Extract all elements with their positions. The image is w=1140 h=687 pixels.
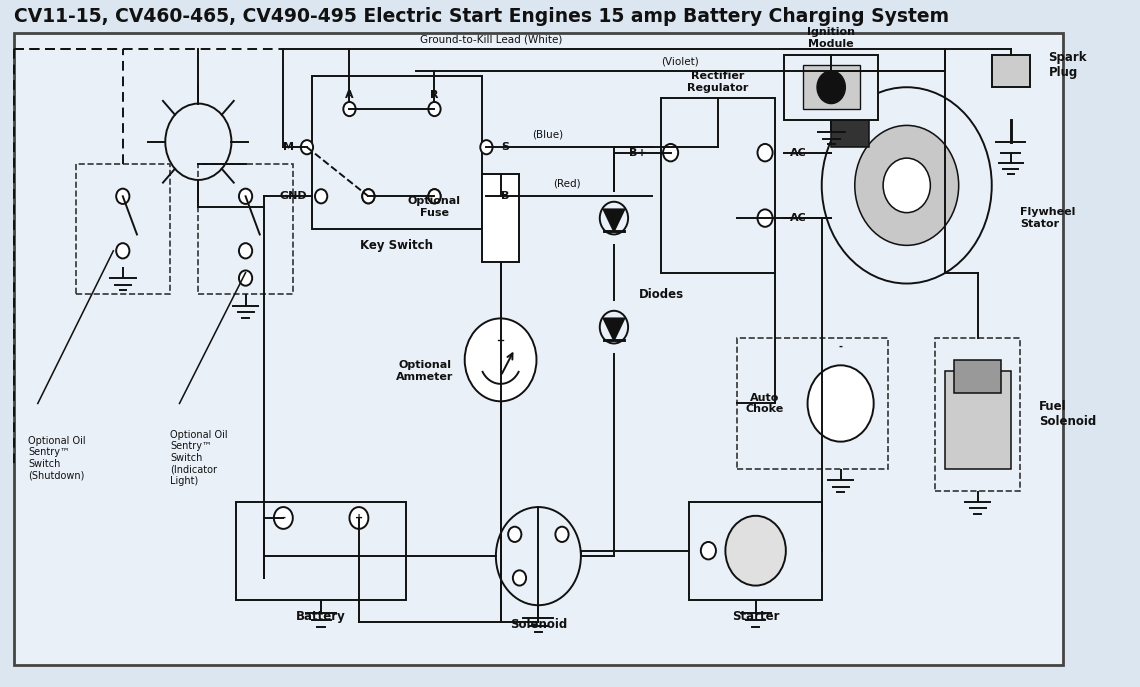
Circle shape — [165, 104, 231, 180]
Bar — [803, 65, 860, 109]
Bar — [831, 115, 869, 147]
Circle shape — [508, 527, 521, 542]
Circle shape — [429, 102, 441, 116]
Circle shape — [855, 126, 959, 245]
Circle shape — [363, 189, 375, 203]
Text: Diodes: Diodes — [638, 288, 684, 301]
Text: Key Switch: Key Switch — [360, 239, 433, 252]
Text: Solenoid: Solenoid — [510, 618, 567, 631]
Circle shape — [884, 158, 930, 213]
Text: (Red): (Red) — [553, 178, 580, 188]
Text: R: R — [430, 90, 439, 100]
Text: M: M — [283, 142, 294, 153]
Circle shape — [429, 189, 441, 203]
Circle shape — [239, 189, 252, 204]
Bar — [690, 502, 822, 600]
Circle shape — [301, 140, 314, 155]
Circle shape — [725, 516, 785, 585]
Text: Spark
Plug: Spark Plug — [1049, 52, 1086, 80]
Circle shape — [116, 189, 130, 204]
Text: Rectifier
Regulator: Rectifier Regulator — [687, 71, 749, 93]
Circle shape — [363, 189, 375, 203]
Bar — [236, 502, 406, 600]
Circle shape — [480, 140, 492, 155]
Bar — [945, 371, 1011, 469]
Circle shape — [701, 542, 716, 559]
Bar — [954, 360, 1001, 392]
Text: CV11-15, CV460-465, CV490-495 Electric Start Engines 15 amp Battery Charging Sys: CV11-15, CV460-465, CV490-495 Electric S… — [14, 7, 950, 26]
Circle shape — [757, 144, 773, 161]
Text: B: B — [502, 191, 510, 201]
Polygon shape — [603, 210, 625, 232]
Text: -: - — [282, 513, 285, 523]
Bar — [992, 54, 1029, 87]
Circle shape — [555, 527, 569, 542]
Circle shape — [807, 365, 873, 442]
Text: AC: AC — [790, 148, 806, 158]
Text: Auto
Choke: Auto Choke — [746, 393, 784, 414]
Text: Optional Oil
Sentry™
Switch
(Indicator
Light): Optional Oil Sentry™ Switch (Indicator L… — [170, 430, 228, 486]
Text: B+: B+ — [629, 148, 646, 158]
Text: Optional Oil
Sentry™
Switch
(Shutdown): Optional Oil Sentry™ Switch (Shutdown) — [28, 436, 86, 480]
Bar — [661, 98, 774, 273]
Text: (Violet): (Violet) — [661, 56, 699, 66]
Bar — [736, 338, 888, 469]
Text: +: + — [355, 513, 363, 523]
Circle shape — [513, 570, 526, 585]
Text: Starter: Starter — [732, 609, 780, 622]
Bar — [198, 164, 293, 295]
Bar — [482, 174, 520, 262]
Circle shape — [757, 210, 773, 227]
Text: GND: GND — [279, 191, 307, 201]
Bar — [784, 54, 879, 120]
Circle shape — [315, 189, 327, 203]
Text: Optional
Fuse: Optional Fuse — [408, 196, 461, 218]
Circle shape — [496, 507, 581, 605]
Circle shape — [116, 243, 130, 258]
Bar — [75, 164, 170, 295]
Circle shape — [465, 318, 537, 401]
Text: (Blue): (Blue) — [532, 129, 563, 139]
Text: -: - — [839, 341, 842, 352]
Circle shape — [343, 102, 356, 116]
Text: Flywheel
Stator: Flywheel Stator — [1020, 207, 1075, 229]
Circle shape — [822, 87, 992, 284]
Circle shape — [239, 271, 252, 286]
Polygon shape — [603, 318, 625, 340]
Circle shape — [350, 507, 368, 529]
Circle shape — [239, 243, 252, 258]
Text: Battery: Battery — [296, 609, 347, 622]
Text: Ignition
Module: Ignition Module — [807, 27, 855, 49]
Text: A: A — [345, 90, 353, 100]
Circle shape — [663, 144, 678, 161]
Text: Fuel
Solenoid: Fuel Solenoid — [1039, 401, 1097, 429]
Text: S: S — [502, 142, 510, 153]
Circle shape — [429, 189, 441, 203]
Bar — [935, 338, 1020, 491]
Text: Optional
Ammeter: Optional Ammeter — [397, 360, 454, 381]
Text: AC: AC — [790, 213, 806, 223]
Bar — [311, 76, 482, 229]
Text: Ground-to-Kill Lead (White): Ground-to-Kill Lead (White) — [420, 34, 562, 44]
Circle shape — [817, 71, 846, 104]
Circle shape — [274, 507, 293, 529]
